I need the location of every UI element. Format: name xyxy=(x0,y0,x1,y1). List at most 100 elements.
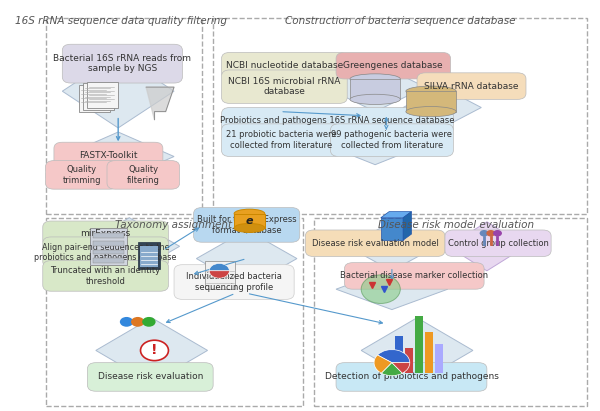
Text: SILVA rRNA database: SILVA rRNA database xyxy=(424,82,519,90)
Bar xyxy=(93,249,124,254)
Polygon shape xyxy=(336,269,448,309)
Wedge shape xyxy=(377,350,410,363)
Ellipse shape xyxy=(406,86,456,96)
Text: FASTX-Toolkit: FASTX-Toolkit xyxy=(79,151,137,160)
Polygon shape xyxy=(314,115,437,165)
Text: 99 pathogenic bacteria were
collected from literature: 99 pathogenic bacteria were collected fr… xyxy=(331,130,452,150)
FancyBboxPatch shape xyxy=(43,261,169,291)
Bar xyxy=(350,79,400,99)
FancyBboxPatch shape xyxy=(221,124,341,157)
Polygon shape xyxy=(361,318,473,383)
Text: Detection of probiotics and pathogens: Detection of probiotics and pathogens xyxy=(325,372,499,381)
FancyBboxPatch shape xyxy=(107,161,179,189)
Bar xyxy=(46,18,202,214)
Text: Built for the mirExpress
format database: Built for the mirExpress format database xyxy=(197,215,296,235)
FancyBboxPatch shape xyxy=(305,230,445,256)
Text: Taxonomy assignment: Taxonomy assignment xyxy=(115,220,233,230)
FancyBboxPatch shape xyxy=(46,161,118,189)
Bar xyxy=(93,241,124,246)
FancyBboxPatch shape xyxy=(336,53,451,79)
Text: e: e xyxy=(246,216,253,226)
Bar xyxy=(83,83,114,110)
Bar xyxy=(205,261,235,289)
Bar xyxy=(415,316,423,373)
Circle shape xyxy=(142,317,155,327)
Polygon shape xyxy=(403,212,412,240)
Wedge shape xyxy=(209,263,229,271)
Bar xyxy=(138,242,160,269)
Text: Bacterial 16S rRNA reads from
sample by NGS: Bacterial 16S rRNA reads from sample by … xyxy=(53,54,191,73)
Ellipse shape xyxy=(234,224,265,233)
Text: NCBI 16S microbial rRNA
database: NCBI 16S microbial rRNA database xyxy=(228,77,341,97)
Bar xyxy=(93,258,124,263)
Text: 21 probiotic bacteria were
collected from literature: 21 probiotic bacteria were collected fro… xyxy=(226,130,337,150)
Bar xyxy=(406,91,456,112)
Wedge shape xyxy=(382,363,403,376)
Polygon shape xyxy=(196,230,297,287)
Text: Align pair-end sequences to the
probiotics and pathogens database: Align pair-end sequences to the probioti… xyxy=(34,242,177,262)
Ellipse shape xyxy=(350,94,400,104)
FancyBboxPatch shape xyxy=(221,70,347,104)
FancyBboxPatch shape xyxy=(62,44,182,83)
FancyBboxPatch shape xyxy=(54,142,163,169)
Text: Control group collection: Control group collection xyxy=(448,239,548,248)
Text: Quality
trimming: Quality trimming xyxy=(62,165,101,185)
Bar xyxy=(87,82,118,109)
FancyBboxPatch shape xyxy=(88,363,213,391)
FancyBboxPatch shape xyxy=(221,108,454,134)
Bar xyxy=(90,228,127,265)
Text: Greengenes database: Greengenes database xyxy=(343,61,443,70)
Text: Truncated with an identity
threshold: Truncated with an identity threshold xyxy=(50,266,161,286)
Text: Individualized bacteria
sequencing profile: Individualized bacteria sequencing profi… xyxy=(186,272,282,292)
FancyBboxPatch shape xyxy=(445,230,551,256)
Wedge shape xyxy=(392,363,410,373)
Ellipse shape xyxy=(406,106,456,117)
Text: NCBI nucleotide database: NCBI nucleotide database xyxy=(226,61,343,70)
Bar xyxy=(435,344,443,373)
Circle shape xyxy=(131,317,145,327)
Bar xyxy=(213,18,587,214)
Circle shape xyxy=(140,340,169,360)
Text: Disease risk model evaluation: Disease risk model evaluation xyxy=(378,220,534,230)
FancyBboxPatch shape xyxy=(221,53,347,79)
FancyBboxPatch shape xyxy=(43,237,169,268)
Polygon shape xyxy=(79,218,179,275)
Ellipse shape xyxy=(350,74,400,84)
Bar xyxy=(46,218,302,406)
Text: Disease risk evaluation: Disease risk evaluation xyxy=(98,372,203,381)
Text: mirExpress: mirExpress xyxy=(80,229,131,238)
Text: Bacterial disease marker collection: Bacterial disease marker collection xyxy=(340,271,488,280)
Text: Probiotics and pathogens 16S rRNA sequence database: Probiotics and pathogens 16S rRNA sequen… xyxy=(220,116,455,125)
Bar xyxy=(395,336,403,373)
Polygon shape xyxy=(403,87,481,128)
Text: Construction of bacteria sequence database: Construction of bacteria sequence databa… xyxy=(285,16,515,25)
FancyBboxPatch shape xyxy=(331,124,454,157)
Polygon shape xyxy=(347,222,437,271)
Circle shape xyxy=(361,275,400,303)
Polygon shape xyxy=(325,62,425,112)
Bar xyxy=(79,85,110,112)
Bar xyxy=(140,246,158,267)
Polygon shape xyxy=(448,222,526,271)
FancyBboxPatch shape xyxy=(344,263,484,289)
Polygon shape xyxy=(62,132,174,181)
Circle shape xyxy=(487,230,495,236)
Bar xyxy=(425,332,433,373)
Text: 16S rRNA sequence data quality filtering: 16S rRNA sequence data quality filtering xyxy=(15,16,227,25)
Bar xyxy=(314,218,587,406)
Polygon shape xyxy=(62,55,174,128)
FancyBboxPatch shape xyxy=(194,208,300,242)
Bar xyxy=(234,214,265,228)
Polygon shape xyxy=(96,318,208,383)
FancyBboxPatch shape xyxy=(336,363,487,391)
FancyBboxPatch shape xyxy=(43,221,169,246)
Circle shape xyxy=(120,317,133,327)
Bar xyxy=(405,349,413,373)
Circle shape xyxy=(479,230,488,236)
Text: Disease risk evaluation model: Disease risk evaluation model xyxy=(312,239,439,248)
Text: Quality
filtering: Quality filtering xyxy=(127,165,160,185)
Ellipse shape xyxy=(234,209,265,218)
Text: !: ! xyxy=(151,344,158,358)
Bar xyxy=(93,233,124,238)
Wedge shape xyxy=(374,355,392,373)
